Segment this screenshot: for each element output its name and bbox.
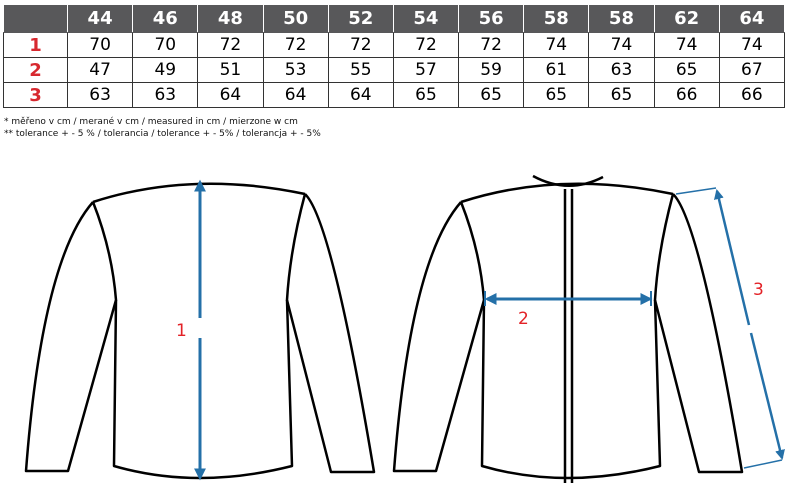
table-cell: 63 <box>588 57 655 83</box>
table-cell: 65 <box>458 82 525 108</box>
arrow-2 <box>484 291 653 306</box>
front-jacket <box>392 174 744 483</box>
arrow-3 <box>675 187 785 469</box>
table-cell: 57 <box>392 57 460 83</box>
size-header: 54 <box>392 5 460 33</box>
size-table: 44 46 48 50 52 54 56 58 58 62 64 1 70 70 72 72 72 72 72 74… <box>3 5 786 108</box>
table-cell: 49 <box>132 57 199 83</box>
size-header: 58 <box>523 5 590 33</box>
table-cell: 64 <box>197 82 264 108</box>
table-cell: 65 <box>392 82 460 108</box>
size-header: 64 <box>718 5 786 33</box>
size-header: 56 <box>458 5 525 33</box>
table-cell: 72 <box>262 32 329 58</box>
table-cell: 72 <box>327 32 394 58</box>
table-cell: 64 <box>327 82 394 108</box>
table-cell: 64 <box>262 82 329 108</box>
notes: * měřeno v cm / merané v cm / measured i… <box>4 116 321 140</box>
table-cell: 63 <box>132 82 199 108</box>
table-row: 3 63 63 64 64 64 65 65 65 65 66 66 <box>3 82 786 108</box>
table-cell: 72 <box>392 32 460 58</box>
size-header: 62 <box>653 5 720 33</box>
table-cell: 47 <box>66 57 134 83</box>
table-row: 1 70 70 72 72 72 72 72 74 74 74 74 <box>3 32 786 58</box>
table-cell: 66 <box>653 82 720 108</box>
table-row: 2 47 49 51 53 55 57 59 61 63 65 67 <box>3 57 786 83</box>
size-header: 48 <box>197 5 264 33</box>
table-cell: 53 <box>262 57 329 83</box>
note-measured: * měřeno v cm / merané v cm / measured i… <box>4 117 298 127</box>
table-cell: 74 <box>523 32 590 58</box>
label-1: 1 <box>176 321 187 341</box>
table-cell: 67 <box>718 57 786 83</box>
note-tolerance: ** tolerance + - 5 % / tolerancia / tole… <box>4 129 321 139</box>
table-cell: 65 <box>523 82 590 108</box>
label-2: 2 <box>518 309 529 329</box>
label-3: 3 <box>753 280 764 300</box>
table-cell: 51 <box>197 57 264 83</box>
corner-cell <box>3 5 68 33</box>
table-cell: 66 <box>718 82 786 108</box>
table-cell: 65 <box>653 57 720 83</box>
table-cell: 65 <box>588 82 655 108</box>
size-header: 58 <box>588 5 655 33</box>
table-cell: 74 <box>588 32 655 58</box>
size-header: 46 <box>132 5 199 33</box>
size-header: 50 <box>262 5 329 33</box>
table-cell: 63 <box>66 82 134 108</box>
